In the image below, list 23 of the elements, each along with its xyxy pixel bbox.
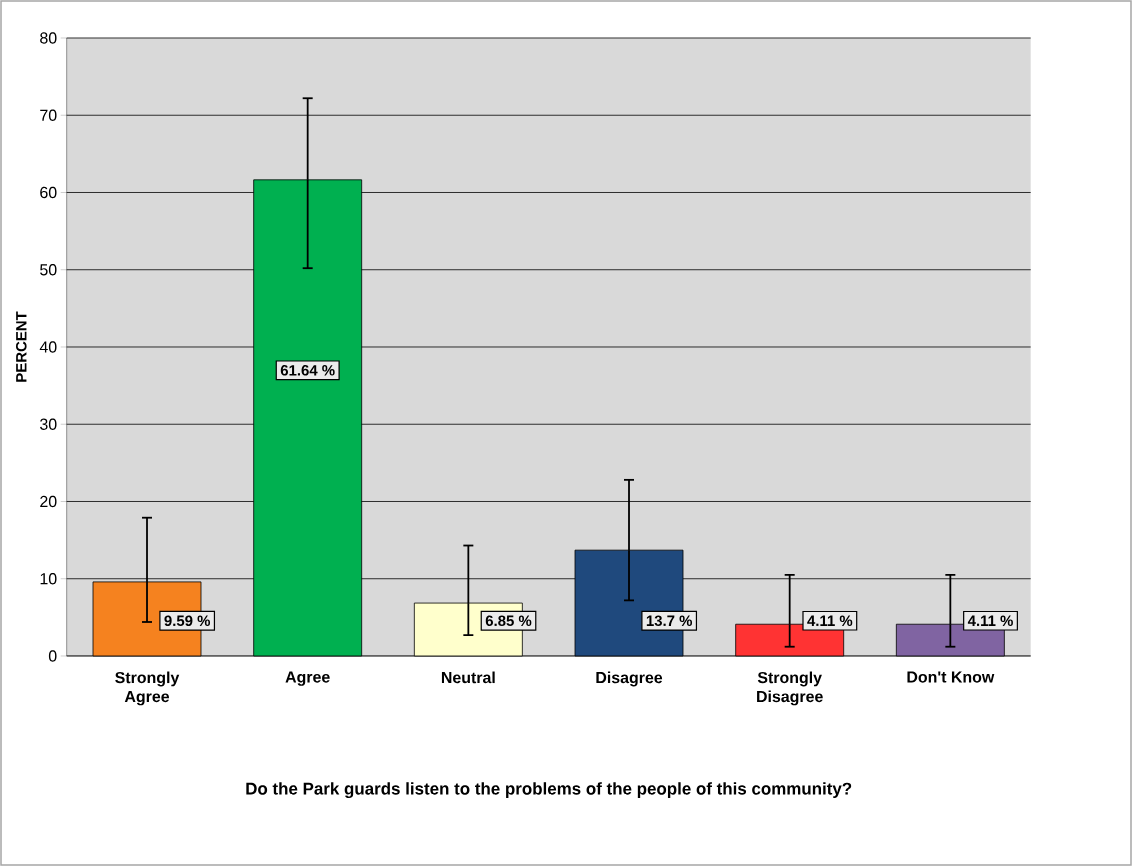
y-tick-label: 30 (40, 418, 57, 430)
y-axis-title: PERCENT (16, 311, 27, 382)
y-tick-label: 0 (48, 650, 57, 662)
y-tick-label: 80 (40, 32, 57, 44)
data-label: 61.64 % (280, 364, 335, 376)
y-tick-label: 20 (40, 495, 57, 508)
data-label: 4.11 % (807, 615, 853, 627)
y-tick-label: 50 (40, 264, 57, 276)
y-tick-label: 40 (39, 341, 57, 353)
data-label: 4.11 % (967, 615, 1013, 627)
y-tick-label: 10 (40, 573, 57, 585)
x-tick-label: Strongly Agree (115, 671, 180, 706)
y-tick-label: 60 (40, 186, 57, 199)
x-tick-label: Neutral (441, 671, 495, 684)
data-label: 9.59 % (164, 615, 211, 627)
data-label: 13.7 % (646, 615, 693, 627)
x-tick-label: Don't Know (907, 671, 995, 683)
y-tick-label: 70 (40, 109, 57, 121)
x-tick-label: Disagree (596, 671, 663, 687)
x-tick-label: Strongly Disagree (757, 671, 823, 706)
x-tick-label: Agree (285, 671, 330, 686)
x-axis-title: Do the Park guards listen to the problems of the people of this community? (246, 782, 852, 799)
data-label: 6.85 % (485, 615, 532, 627)
